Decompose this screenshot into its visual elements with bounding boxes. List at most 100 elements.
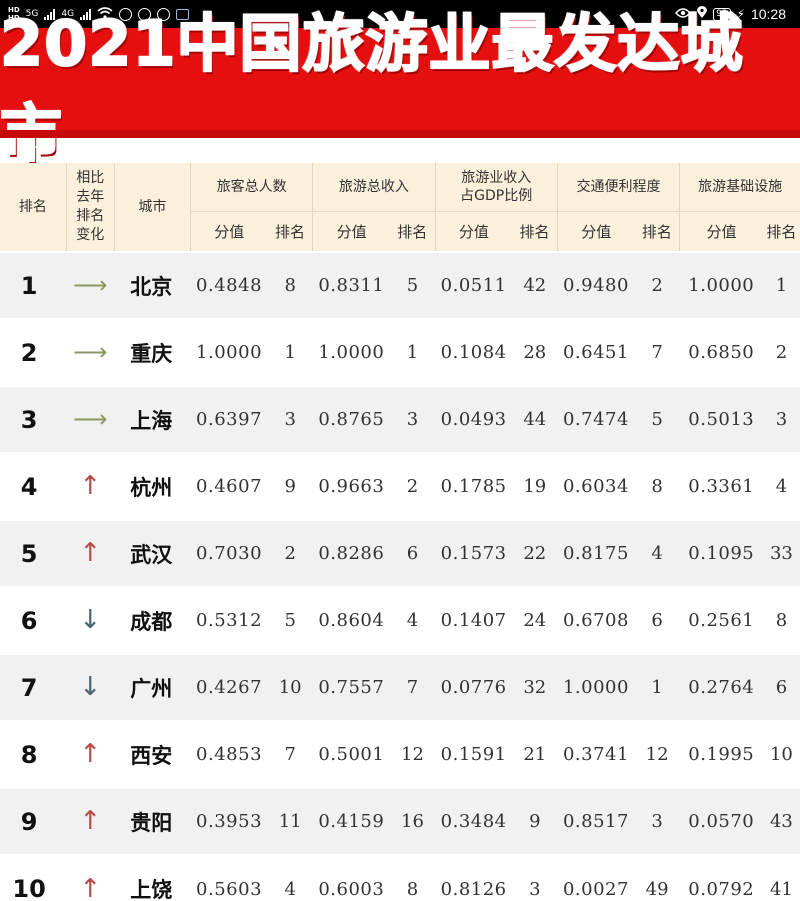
score-cell: 0.1407 [435,586,513,654]
subrank-cell: 3 [389,385,436,453]
city-cell: 北京 [114,251,191,319]
score-cell: 0.4159 [312,787,390,855]
header-group-visitors: 旅客总人数 [190,163,314,213]
subrank-cell: 7 [634,318,680,386]
score-cell: 0.2561 [679,586,763,654]
city-cell: 西安 [114,720,191,788]
table-header: 排名 相比 去年 排名 变化 城市 旅客总人数 旅游总收入 旅游业收入 占GDP… [0,163,800,252]
rank-change-cell: ⟶ [66,251,115,319]
subrank-cell: 21 [512,720,558,788]
header-group-revenue: 旅游总收入 [312,163,436,213]
header-score: 分值 [190,211,268,252]
header-change-line: 去年 [76,189,105,205]
score-cell: 0.3484 [435,787,513,855]
header-group-gdp-share: 旅游业收入 占GDP比例 [435,163,558,213]
header-score: 分值 [435,211,513,252]
status-right: 92 ⚡ 10:28 [675,6,786,22]
score-cell: 0.6708 [557,586,635,654]
rank-change-cell: ↑ [66,452,115,520]
score-cell: 0.5001 [312,720,390,788]
hd-label-top: HD [8,6,20,14]
notification-icon [119,7,133,21]
network-5g-label: 5G [25,9,39,19]
subrank-cell: 1 [267,318,313,386]
subrank-cell: 6 [634,586,680,654]
subrank-cell: 2 [762,318,800,386]
score-cell: 0.0792 [679,854,763,901]
score-cell: 0.7030 [190,519,268,587]
subrank-cell: 42 [512,251,558,319]
score-cell: 0.4848 [190,251,268,319]
rank-cell: 10 [0,854,67,901]
header-subrank: 排名 [762,211,800,252]
subrank-cell: 19 [512,452,558,520]
score-cell: 0.6003 [312,854,390,901]
city-cell: 成都 [114,586,191,654]
down-arrow-icon: ↓ [79,672,102,702]
subrank-cell: 7 [389,653,436,721]
table-row: 10 ↑ 上饶 0.5603 4 0.6003 8 0.8126 3 0.0027 49 0.0792… [0,854,800,901]
status-bar: HD HD 5G 4G 92 ⚡ 10:28 [0,0,800,28]
subrank-cell: 2 [267,519,313,587]
subrank-cell: 22 [512,519,558,587]
right-arrow-icon: ⟶ [73,271,108,299]
rank-cell: 1 [0,251,67,319]
clock: 10:28 [750,6,786,22]
charging-icon: ⚡ [736,7,745,21]
signal-icon [44,8,56,20]
score-cell: 0.8604 [312,586,390,654]
subrank-cell: 3 [634,787,680,855]
header-subrank: 排名 [389,211,436,252]
score-cell: 0.8286 [312,519,390,587]
score-cell: 0.1591 [435,720,513,788]
rank-cell: 7 [0,653,67,721]
score-cell: 0.0511 [435,251,513,319]
subrank-cell: 8 [389,854,436,901]
rank-cell: 6 [0,586,67,654]
score-cell: 0.1095 [679,519,763,587]
score-cell: 0.3953 [190,787,268,855]
subrank-cell: 1 [389,318,436,386]
score-cell: 0.8126 [435,854,513,901]
score-cell: 0.7474 [557,385,635,453]
up-arrow-icon: ↑ [79,873,102,901]
city-cell: 上海 [114,385,191,453]
score-cell: 0.0493 [435,385,513,453]
title-banner: 2021中国旅游业最发达城市 [0,6,800,171]
score-cell: 0.6850 [679,318,763,386]
score-cell: 0.6397 [190,385,268,453]
shield-icon [157,7,171,21]
header-rank: 排名 [0,163,67,252]
page-title: 2021中国旅游业最发达城市 [0,6,744,171]
score-cell: 0.5603 [190,854,268,901]
score-cell: 0.5312 [190,586,268,654]
score-cell: 0.9663 [312,452,390,520]
city-cell: 上饶 [114,854,191,901]
table-row: 6 ↓ 成都 0.5312 5 0.8604 4 0.1407 24 0.6708 6 0.2561 8 [0,586,800,654]
right-arrow-icon: ⟶ [73,338,108,366]
subrank-cell: 16 [389,787,436,855]
subrank-cell: 3 [762,385,800,453]
status-left: HD HD 5G 4G [8,6,190,22]
down-arrow-icon: ↓ [79,605,102,635]
hd-label-bottom: HD [8,14,20,22]
score-cell: 0.8175 [557,519,635,587]
table-row: 2 ⟶ 重庆 1.0000 1 1.0000 1 0.1084 28 0.6451 7 0.6850 2 [0,318,800,386]
score-cell: 0.6451 [557,318,635,386]
rank-cell: 2 [0,318,67,386]
table-row: 1 ⟶ 北京 0.4848 8 0.8311 5 0.0511 42 0.9480 2 1.0000 1 [0,251,800,319]
subrank-cell: 12 [634,720,680,788]
score-cell: 0.0570 [679,787,763,855]
table-row: 9 ↑ 贵阳 0.3953 11 0.4159 16 0.3484 9 0.8517 3 0.0570… [0,787,800,855]
score-cell: 0.4267 [190,653,268,721]
score-cell: 0.8517 [557,787,635,855]
rank-change-cell: ↑ [66,519,115,587]
city-cell: 广州 [114,653,191,721]
subrank-cell: 5 [634,385,680,453]
subrank-cell: 8 [762,586,800,654]
header-change-line: 排名 [76,208,105,224]
rank-cell: 4 [0,452,67,520]
score-cell: 0.4607 [190,452,268,520]
subrank-cell: 12 [389,720,436,788]
header-change-line: 相比 [76,170,105,186]
